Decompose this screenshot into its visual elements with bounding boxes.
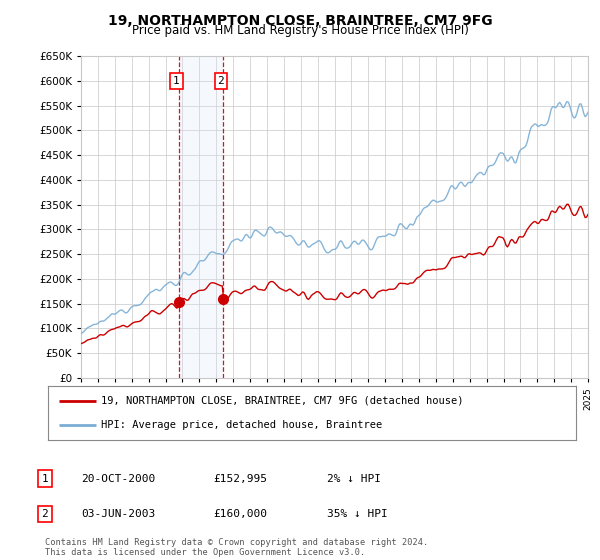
- Text: 2: 2: [217, 76, 224, 86]
- Text: Contains HM Land Registry data © Crown copyright and database right 2024.
This d: Contains HM Land Registry data © Crown c…: [45, 538, 428, 557]
- Bar: [179, 56, 223, 378]
- Text: 19, NORTHAMPTON CLOSE, BRAINTREE, CM7 9FG (detached house): 19, NORTHAMPTON CLOSE, BRAINTREE, CM7 9F…: [101, 396, 463, 406]
- Text: 1: 1: [173, 76, 180, 86]
- Text: 20-OCT-2000: 20-OCT-2000: [81, 474, 155, 484]
- Text: 2% ↓ HPI: 2% ↓ HPI: [327, 474, 381, 484]
- Text: 03-JUN-2003: 03-JUN-2003: [81, 509, 155, 519]
- Text: Price paid vs. HM Land Registry's House Price Index (HPI): Price paid vs. HM Land Registry's House …: [131, 24, 469, 37]
- Text: 19, NORTHAMPTON CLOSE, BRAINTREE, CM7 9FG: 19, NORTHAMPTON CLOSE, BRAINTREE, CM7 9F…: [107, 14, 493, 28]
- Text: £152,995: £152,995: [213, 474, 267, 484]
- Text: 1: 1: [41, 474, 49, 484]
- Text: 2: 2: [41, 509, 49, 519]
- Text: HPI: Average price, detached house, Braintree: HPI: Average price, detached house, Brai…: [101, 420, 382, 430]
- Text: 35% ↓ HPI: 35% ↓ HPI: [327, 509, 388, 519]
- Text: £160,000: £160,000: [213, 509, 267, 519]
